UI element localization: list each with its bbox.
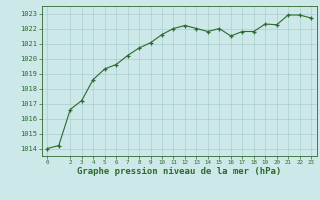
X-axis label: Graphe pression niveau de la mer (hPa): Graphe pression niveau de la mer (hPa) [77,167,281,176]
